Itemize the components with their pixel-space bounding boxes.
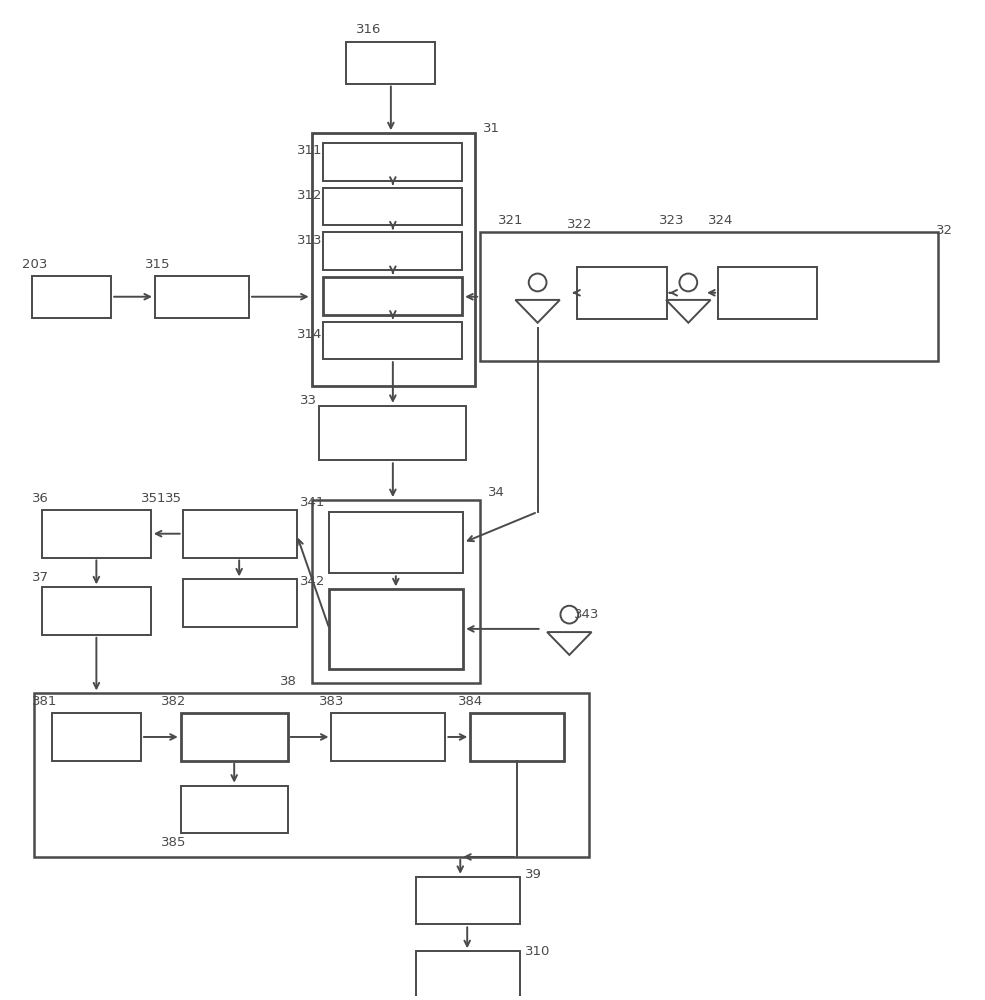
Bar [319, 406, 466, 460]
Bar [331, 713, 445, 761]
Bar [323, 232, 462, 270]
Text: 323: 323 [659, 214, 685, 227]
Bar [180, 713, 288, 761]
Text: 314: 314 [296, 328, 322, 341]
Text: 315: 315 [145, 258, 170, 271]
Bar [323, 322, 462, 359]
Bar [323, 143, 462, 181]
Bar [311, 133, 475, 386]
Bar [41, 587, 151, 635]
Text: 32: 32 [936, 224, 953, 237]
Text: 37: 37 [32, 571, 49, 584]
Text: 312: 312 [296, 189, 322, 202]
Bar [180, 786, 288, 833]
Text: 33: 33 [299, 394, 316, 407]
Bar [33, 693, 589, 857]
Text: 381: 381 [32, 695, 57, 708]
Bar [480, 232, 938, 361]
Bar [182, 579, 296, 627]
Bar [323, 277, 462, 315]
Bar [182, 510, 296, 558]
Text: 382: 382 [161, 695, 186, 708]
Bar [329, 589, 463, 669]
Text: 383: 383 [319, 695, 345, 708]
Bar [311, 500, 480, 683]
Text: 38: 38 [280, 675, 296, 688]
Bar [329, 512, 463, 573]
Text: 351: 351 [141, 492, 166, 505]
Text: 311: 311 [296, 144, 322, 157]
Text: 34: 34 [488, 486, 505, 499]
Text: 313: 313 [296, 234, 322, 247]
Text: 322: 322 [567, 218, 593, 231]
Text: 341: 341 [299, 496, 325, 509]
Bar [52, 713, 141, 761]
Text: 321: 321 [498, 214, 523, 227]
Text: 342: 342 [299, 575, 325, 588]
Bar [416, 877, 520, 924]
Text: 35: 35 [164, 492, 182, 505]
Bar [155, 276, 249, 318]
Bar [32, 276, 111, 318]
Bar [416, 951, 520, 999]
Text: 310: 310 [525, 945, 550, 958]
Text: 324: 324 [708, 214, 734, 227]
Bar [41, 510, 151, 558]
Bar [577, 267, 667, 319]
Bar [470, 713, 564, 761]
Text: 39: 39 [525, 868, 542, 881]
Bar [718, 267, 818, 319]
Text: 384: 384 [458, 695, 484, 708]
Text: 343: 343 [574, 608, 600, 621]
Text: 31: 31 [483, 122, 500, 135]
Bar [347, 42, 435, 84]
Text: 316: 316 [357, 23, 381, 36]
Text: 385: 385 [161, 836, 186, 849]
Bar [323, 188, 462, 225]
Text: 36: 36 [32, 492, 49, 505]
Text: 203: 203 [22, 258, 47, 271]
